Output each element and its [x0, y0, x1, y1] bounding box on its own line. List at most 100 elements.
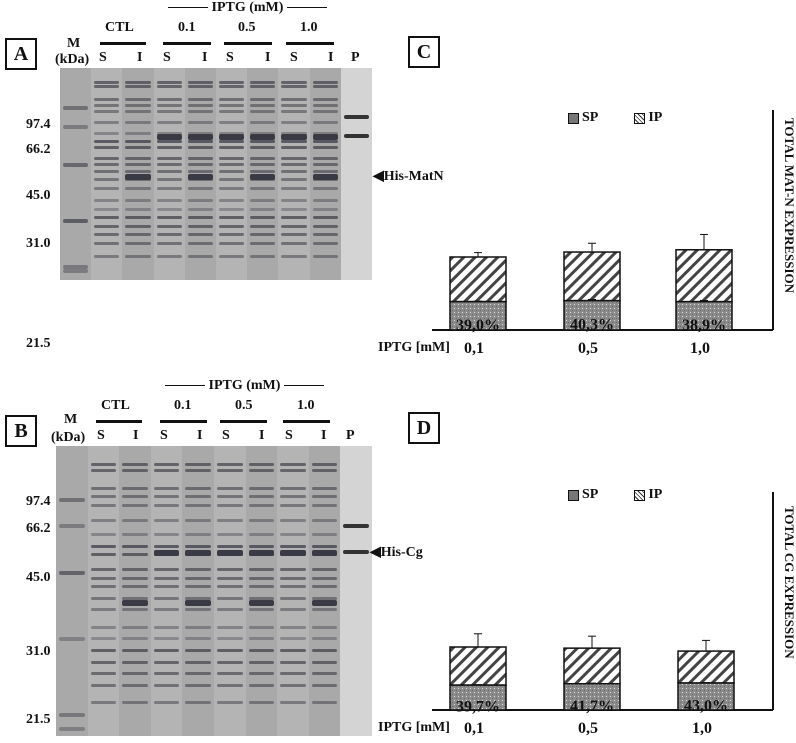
protein-band	[153, 469, 180, 473]
protein-band	[280, 463, 306, 467]
sp-percentage-label: 38,9%	[682, 317, 726, 334]
panel-label-d: D	[408, 412, 440, 444]
protein-band	[125, 224, 151, 228]
protein-band	[59, 570, 85, 575]
protein-band	[281, 224, 307, 228]
protein-band	[153, 486, 180, 490]
mw-marker-label: 31.0	[26, 236, 51, 251]
mw-marker-label: 66.2	[26, 521, 51, 536]
protein-band	[94, 199, 120, 203]
protein-band	[90, 463, 117, 467]
protein-band	[281, 254, 307, 258]
overexpressed-band	[153, 550, 180, 557]
overexpressed-band	[185, 550, 211, 557]
protein-band	[156, 233, 182, 237]
protein-band	[156, 97, 182, 101]
legend-label-sp: SP	[582, 487, 599, 502]
group-1.0-b: 1.0	[297, 398, 315, 413]
lane-label: S	[163, 50, 171, 65]
protein-band	[94, 186, 120, 190]
protein-band	[217, 518, 243, 522]
group-underline	[224, 42, 272, 45]
protein-band	[187, 254, 213, 258]
protein-band	[153, 649, 180, 652]
protein-band	[281, 163, 307, 167]
protein-band	[248, 608, 275, 612]
protein-band	[153, 701, 180, 705]
protein-band	[312, 121, 338, 124]
protein-band	[311, 518, 338, 522]
protein-band	[187, 121, 213, 124]
sample-lane	[122, 68, 154, 280]
protein-band	[281, 186, 307, 190]
protein-band	[94, 163, 120, 167]
protein-band	[187, 224, 213, 228]
group-ctl-a: CTL	[105, 20, 134, 35]
group-underline	[96, 420, 142, 423]
protein-band	[311, 504, 338, 507]
protein-band	[94, 110, 120, 114]
sample-lane	[87, 446, 120, 736]
bar-ip	[675, 249, 733, 303]
panel-label-c: C	[408, 36, 440, 68]
protein-band	[312, 84, 338, 88]
protein-band	[122, 495, 148, 499]
protein-band	[156, 84, 182, 88]
protein-band	[248, 518, 275, 522]
protein-band	[90, 504, 117, 507]
protein-band	[311, 469, 338, 473]
protein-band	[217, 701, 243, 705]
protein-band	[248, 637, 275, 641]
protein-band	[153, 660, 180, 664]
protein-band	[59, 524, 85, 529]
protein-band	[185, 504, 211, 507]
group-underline	[286, 42, 334, 45]
protein-band	[187, 146, 213, 150]
protein-band	[281, 110, 307, 114]
protein-band	[153, 596, 180, 600]
legend-swatch-ip	[634, 489, 646, 501]
protein-band	[248, 463, 275, 467]
overexpressed-band	[311, 599, 338, 606]
protein-band	[248, 701, 275, 705]
protein-band	[248, 660, 275, 664]
protein-band	[90, 567, 117, 571]
protein-band	[250, 110, 276, 114]
arrow-his-matn: ◀His-MatN	[373, 169, 444, 184]
protein-band	[311, 701, 338, 705]
mw-marker-label: 21.5	[26, 712, 51, 727]
protein-band	[122, 660, 148, 664]
protein-band	[311, 486, 338, 490]
group-0.1-a: 0.1	[178, 20, 196, 35]
lane-label: P	[346, 428, 355, 443]
overexpressed-band	[185, 599, 211, 606]
protein-band	[185, 469, 211, 473]
protein-band	[281, 131, 307, 135]
mw-marker-label: 97.4	[26, 494, 51, 509]
overexpressed-band	[312, 174, 338, 180]
sample-lane	[182, 446, 214, 736]
protein-band	[280, 683, 306, 687]
sample-lane	[277, 446, 309, 736]
protein-band	[219, 224, 245, 228]
protein-band	[125, 216, 151, 220]
x-axis-title: IPTG [mM]	[378, 340, 450, 355]
protein-band	[311, 567, 338, 571]
protein-band	[185, 649, 211, 652]
protein-band	[153, 533, 180, 536]
purified-lane	[340, 446, 372, 736]
overexpressed-band	[248, 550, 275, 557]
legend-swatch-sp	[568, 112, 579, 124]
overexpressed-band	[312, 133, 338, 140]
protein-band	[219, 199, 245, 203]
mw-marker-label: 66.2	[26, 142, 51, 157]
mw-marker-label: 45.0	[26, 188, 51, 203]
protein-band	[280, 701, 306, 705]
protein-band	[125, 163, 151, 167]
lane-label: I	[133, 428, 139, 443]
protein-band	[250, 169, 276, 173]
sp-percentage-label: 41,7%	[570, 698, 614, 715]
bar-ip	[677, 650, 735, 684]
protein-band	[248, 576, 275, 580]
protein-band	[281, 233, 307, 237]
